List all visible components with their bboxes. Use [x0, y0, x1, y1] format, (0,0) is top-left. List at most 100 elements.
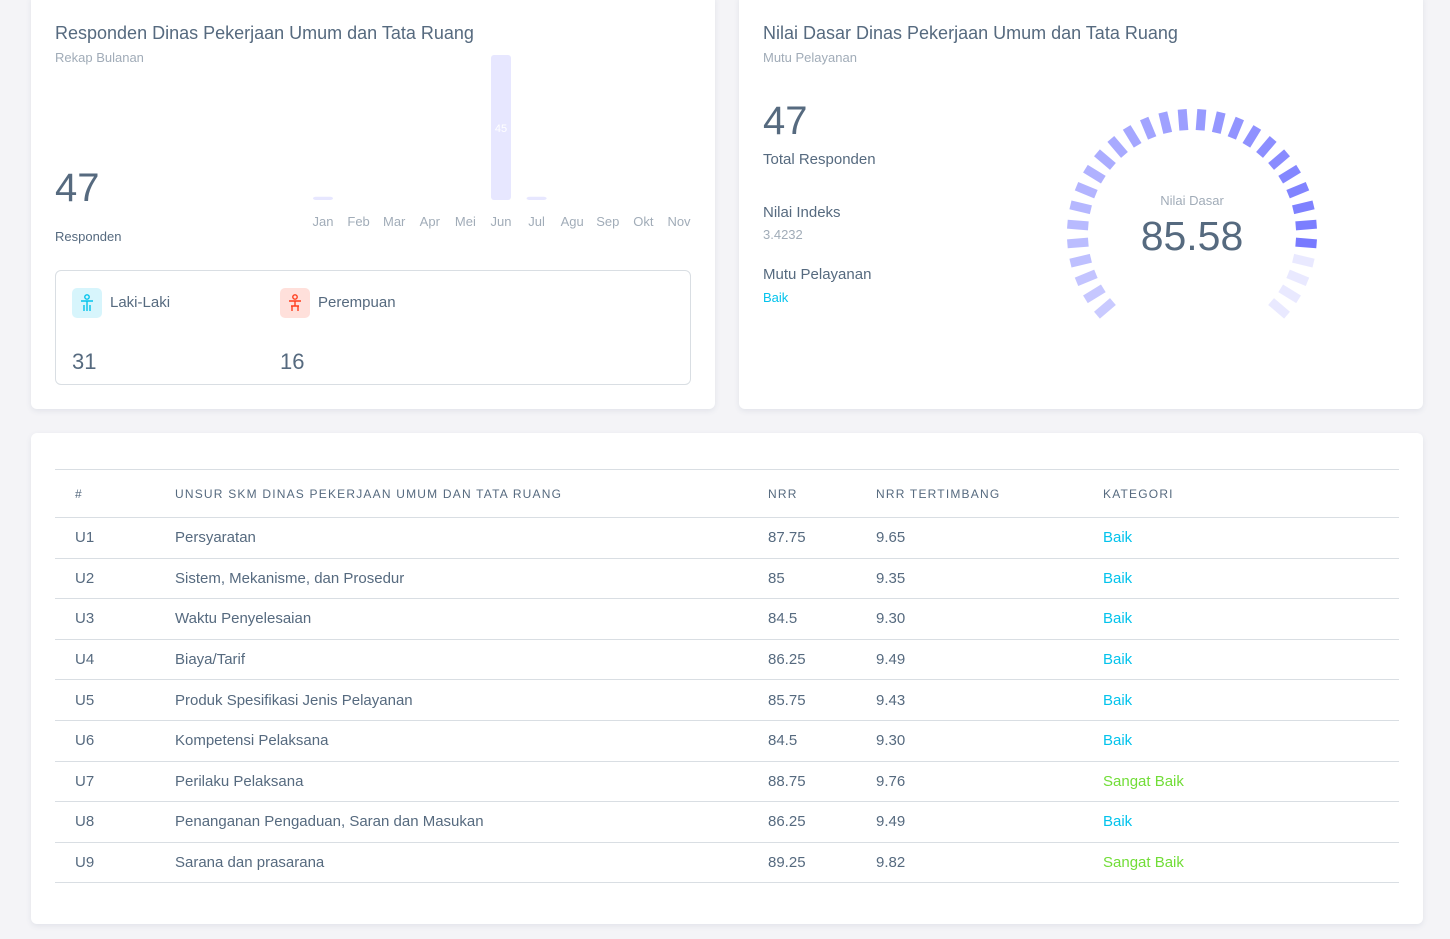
header-unsur: UNSUR SKM DINAS PEKERJAAN UMUM DAN TATA … [155, 469, 748, 518]
gauge-segment [1292, 253, 1315, 268]
gauge-segment [1074, 182, 1098, 199]
row-unsur: Produk Spesifikasi Jenis Pelayanan [155, 679, 748, 721]
gauge-segment [1211, 111, 1226, 134]
respondents-total: 47 [55, 166, 100, 210]
male-value: 31 [72, 349, 97, 374]
gauge-segment [1158, 111, 1173, 134]
gauge-segment [1083, 284, 1106, 304]
respondents-card: Responden Dinas Pekerjaan Umum dan Tata … [31, 0, 715, 409]
score-title: Nilai Dasar Dinas Pekerjaan Umum dan Tat… [763, 23, 1178, 43]
female-value: 16 [280, 349, 305, 374]
gauge-segment [1227, 116, 1244, 140]
gauge-segment [1295, 219, 1317, 231]
row-unsur: Perilaku Pelaksana [155, 761, 748, 803]
bar-jan [313, 196, 333, 200]
row-unsur: Persyaratan [155, 517, 748, 559]
row-nrr: 84.5 [748, 598, 856, 640]
respondents-total-label: Responden [55, 229, 122, 244]
respondents-title: Responden Dinas Pekerjaan Umum dan Tata … [55, 23, 474, 43]
gender-summary: Laki-Laki 31 Perempuan 16 [55, 270, 691, 385]
gauge-segment [1268, 149, 1290, 170]
score-subtitle: Mutu Pelayanan [763, 50, 857, 65]
row-unsur: Waktu Penyelesaian [155, 598, 748, 640]
gauge-segment [1083, 164, 1106, 184]
score-total: 47 [763, 99, 808, 143]
row-nrr: 85 [748, 558, 856, 600]
table-header-row: # UNSUR SKM DINAS PEKERJAAN UMUM DAN TAT… [55, 469, 1399, 518]
x-tick-label: Okt [633, 214, 654, 229]
quality-value: Baik [763, 290, 789, 305]
row-nrr-tertimbang: 9.30 [856, 720, 1083, 762]
row-unsur: Sarana dan prasarana [155, 842, 748, 884]
monthly-bar-chart: JanFebMarAprMei45JunJulAguSepOktNovDes [313, 55, 691, 229]
row-nrr-tertimbang: 9.35 [856, 558, 1083, 600]
index-label: Nilai Indeks [763, 204, 841, 221]
gauge-segment [1074, 269, 1098, 286]
row-unsur: Sistem, Mekanisme, dan Prosedur [155, 558, 748, 600]
x-tick-label: Apr [420, 214, 441, 229]
gauge-segment [1067, 237, 1089, 249]
table-row: U1 Persyaratan 87.75 9.65 Baik [55, 517, 1399, 559]
gauge-segment [1122, 125, 1142, 148]
row-id: U5 [55, 679, 155, 721]
row-nrr-tertimbang: 9.76 [856, 761, 1083, 803]
x-tick-label: Jun [491, 214, 512, 229]
male-icon [72, 288, 102, 318]
row-id: U7 [55, 761, 155, 803]
table-row: U7 Perilaku Pelaksana 88.75 9.76 Sangat Baik [55, 761, 1399, 803]
score-total-label: Total Responden [763, 151, 876, 168]
x-tick-label: Nov [667, 214, 691, 229]
header-kategori: KATEGORI [1083, 469, 1399, 518]
gauge-segment [1286, 269, 1310, 286]
gauge-segment [1069, 253, 1092, 268]
gauge-segment [1094, 298, 1116, 319]
table-row: U5 Produk Spesifikasi Jenis Pelayanan 85.7… [55, 679, 1399, 721]
row-id: U6 [55, 720, 155, 762]
row-id: U8 [55, 801, 155, 843]
gauge-segment [1256, 136, 1277, 158]
row-id: U4 [55, 639, 155, 681]
gauge-segment [1268, 298, 1290, 319]
row-nrr-tertimbang: 9.49 [856, 801, 1083, 843]
gauge-segment [1067, 219, 1089, 231]
respondents-subtitle: Rekap Bulanan [55, 50, 144, 65]
row-id: U1 [55, 517, 155, 559]
bar-data-label: 45 [495, 123, 507, 135]
gauge-segment [1278, 284, 1301, 304]
x-tick-label: Mei [455, 214, 476, 229]
row-unsur: Biaya/Tarif [155, 639, 748, 681]
male-label: Laki-Laki [110, 294, 171, 311]
row-id: U3 [55, 598, 155, 640]
row-nrr: 88.75 [748, 761, 856, 803]
gauge-label: Nilai Dasar [1160, 193, 1224, 208]
gauge-segment [1140, 116, 1157, 140]
score-gauge [1067, 109, 1317, 319]
table-body: U1 Persyaratan 87.75 9.65 Baik U2 Sistem, Meka… [55, 517, 1399, 884]
row-nrr: 84.5 [748, 720, 856, 762]
x-tick-label: Sep [596, 214, 619, 229]
header-index: # [55, 469, 155, 518]
gauge-segment [1069, 200, 1092, 215]
row-id: U9 [55, 842, 155, 884]
row-kategori: Sangat Baik [1083, 842, 1399, 884]
gauge-segment [1292, 200, 1315, 215]
bar-jul [526, 196, 547, 200]
bar-jun [491, 55, 511, 200]
gauge-segment [1177, 109, 1189, 131]
row-kategori: Baik [1083, 558, 1399, 600]
header-nrr-tertimbang: NRR TERTIMBANG [856, 469, 1083, 518]
row-kategori: Baik [1083, 598, 1399, 640]
gauge-segment [1195, 109, 1207, 131]
row-kategori: Baik [1083, 720, 1399, 762]
gauge-segment [1295, 237, 1317, 249]
x-tick-label: Mar [383, 214, 406, 229]
gauge-segment [1242, 125, 1262, 148]
gauge-segment [1107, 136, 1128, 158]
table-row: U3 Waktu Penyelesaian 84.5 9.30 Baik [55, 598, 1399, 640]
row-nrr-tertimbang: 9.49 [856, 639, 1083, 681]
x-tick-label: Jul [528, 214, 545, 229]
index-value: 3.4232 [763, 227, 803, 242]
row-nrr-tertimbang: 9.82 [856, 842, 1083, 884]
table-row: U8 Penanganan Pengaduan, Saran dan Masuka… [55, 801, 1399, 843]
table-row: U2 Sistem, Mekanisme, dan Prosedur 85 9.35 B… [55, 558, 1399, 600]
